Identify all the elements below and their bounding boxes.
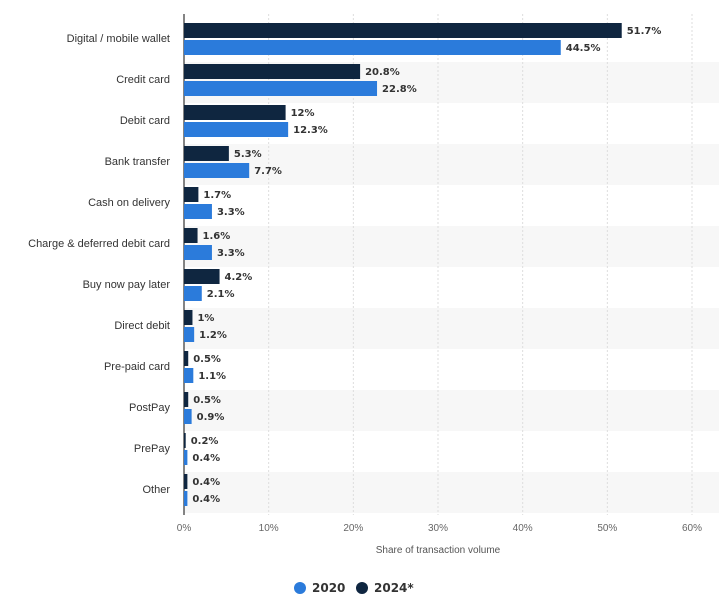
x-axis-title: Share of transaction volume bbox=[376, 545, 501, 556]
data-label-2020: 1.2% bbox=[199, 330, 227, 341]
bar-2024[interactable] bbox=[184, 64, 361, 79]
bar-2020[interactable] bbox=[184, 409, 192, 424]
bar-2024[interactable] bbox=[184, 187, 199, 202]
bar-2020[interactable] bbox=[184, 491, 188, 506]
legend-label[interactable]: 2020 bbox=[312, 581, 345, 595]
data-label-2020: 3.3% bbox=[217, 248, 245, 259]
bar-2020[interactable] bbox=[184, 327, 195, 342]
row-band bbox=[184, 431, 719, 472]
category-label: Credit card bbox=[116, 74, 170, 86]
data-label-2024: 1.6% bbox=[203, 231, 231, 242]
category-label: Direct debit bbox=[114, 320, 170, 332]
x-tick-label: 0% bbox=[177, 523, 192, 534]
data-label-2024: 12% bbox=[291, 108, 315, 119]
data-label-2024: 1.7% bbox=[203, 190, 231, 201]
bar-2024[interactable] bbox=[184, 474, 188, 489]
bar-2024[interactable] bbox=[184, 146, 229, 161]
legend-marker[interactable] bbox=[294, 582, 306, 594]
x-tick-label: 60% bbox=[682, 523, 702, 534]
legend-marker[interactable] bbox=[356, 582, 368, 594]
bar-2020[interactable] bbox=[184, 204, 212, 219]
x-tick-label: 20% bbox=[343, 523, 363, 534]
data-label-2024: 4.2% bbox=[225, 272, 253, 283]
category-label: Debit card bbox=[120, 115, 170, 127]
bar-2024[interactable] bbox=[184, 351, 189, 366]
category-label: Charge & deferred debit card bbox=[28, 238, 170, 250]
category-label: PostPay bbox=[129, 402, 170, 414]
category-label: Bank transfer bbox=[105, 156, 171, 168]
data-label-2020: 1.1% bbox=[198, 371, 226, 382]
bar-2020[interactable] bbox=[184, 245, 212, 260]
category-labels: Digital / mobile wallet Credit card Debit … bbox=[28, 33, 170, 496]
row-band bbox=[184, 308, 719, 349]
bar-2020[interactable] bbox=[184, 40, 561, 55]
row-bands bbox=[184, 21, 719, 513]
x-tick-label: 10% bbox=[259, 523, 279, 534]
bar-2020[interactable] bbox=[184, 163, 250, 178]
bar-2020[interactable] bbox=[184, 122, 289, 137]
data-label-2024: 1% bbox=[197, 313, 214, 324]
bar-2024[interactable] bbox=[184, 310, 193, 325]
row-band bbox=[184, 267, 719, 308]
row-band bbox=[184, 390, 719, 431]
legend-label[interactable]: 2024* bbox=[374, 581, 414, 595]
data-label-2024: 0.5% bbox=[193, 354, 221, 365]
row-band bbox=[184, 185, 719, 226]
category-label: Other bbox=[142, 484, 170, 496]
data-label-2024: 0.4% bbox=[192, 477, 220, 488]
x-tick-label: 40% bbox=[513, 523, 533, 534]
category-label: PrePay bbox=[134, 443, 171, 455]
bar-2024[interactable] bbox=[184, 23, 622, 38]
bars bbox=[184, 23, 622, 506]
row-band bbox=[184, 349, 719, 390]
data-label-2020: 12.3% bbox=[293, 125, 328, 136]
category-label: Pre-paid card bbox=[104, 361, 170, 373]
bar-2020[interactable] bbox=[184, 81, 378, 96]
x-tick-label: 50% bbox=[597, 523, 617, 534]
row-band bbox=[184, 472, 719, 513]
data-label-2020: 2.1% bbox=[207, 289, 235, 300]
data-label-2020: 7.7% bbox=[254, 166, 282, 177]
data-label-2024: 0.5% bbox=[193, 395, 221, 406]
bar-2020[interactable] bbox=[184, 368, 194, 383]
category-label: Digital / mobile wallet bbox=[67, 33, 170, 45]
data-label-2024: 20.8% bbox=[365, 67, 400, 78]
value-labels: 51.7% 44.5% 20.8% 22.8% 12% 12.3% 5.3% 7.7% 1.7%… bbox=[191, 26, 662, 505]
bar-2024[interactable] bbox=[184, 105, 286, 120]
data-label-2020: 3.3% bbox=[217, 207, 245, 218]
x-tick-label: 30% bbox=[428, 523, 448, 534]
data-label-2020: 44.5% bbox=[566, 43, 601, 54]
x-tick-labels: 0% 10% 20% 30% 40% 50% 60% bbox=[177, 523, 702, 534]
data-label-2020: 0.4% bbox=[192, 494, 220, 505]
data-label-2020: 0.4% bbox=[192, 453, 220, 464]
row-band bbox=[184, 226, 719, 267]
category-label: Cash on delivery bbox=[88, 197, 170, 209]
legend[interactable]: 2020 2024* bbox=[294, 581, 414, 595]
bar-2020[interactable] bbox=[184, 286, 202, 301]
bar-2024[interactable] bbox=[184, 228, 198, 243]
bar-2020[interactable] bbox=[184, 450, 188, 465]
data-label-2024: 5.3% bbox=[234, 149, 262, 160]
bar-2024[interactable] bbox=[184, 392, 189, 407]
row-band bbox=[184, 144, 719, 185]
bar-2024[interactable] bbox=[184, 269, 220, 284]
gridlines bbox=[183, 14, 693, 515]
category-label: Buy now pay later bbox=[83, 279, 171, 291]
bar-2024[interactable] bbox=[184, 433, 186, 448]
data-label-2024: 51.7% bbox=[627, 26, 662, 37]
data-label-2024: 0.2% bbox=[191, 436, 219, 447]
data-label-2020: 0.9% bbox=[197, 412, 225, 423]
data-label-2020: 22.8% bbox=[382, 84, 417, 95]
